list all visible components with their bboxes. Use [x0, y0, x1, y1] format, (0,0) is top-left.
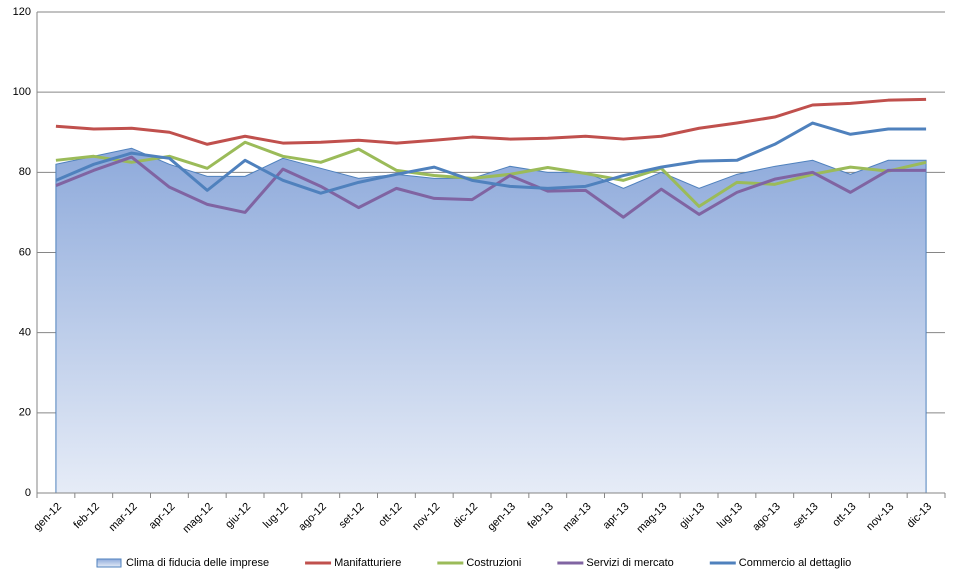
y-tick-label: 80 — [19, 166, 31, 178]
legend-label: Commercio al dettaglio — [739, 557, 852, 569]
x-tick-label: ago-12 — [296, 501, 329, 534]
line — [55, 121, 927, 195]
x-tick-label: ott-12 — [376, 501, 404, 529]
x-tick-label: feb-13 — [525, 501, 556, 532]
legend-label: Clima di fiducia delle imprese — [126, 557, 269, 569]
x-tick-label: mag-13 — [635, 501, 670, 536]
legend-label: Costruzioni — [466, 557, 521, 569]
x-tick-label: giu-13 — [677, 501, 707, 531]
x-tick-label: ago-13 — [750, 501, 783, 534]
line — [55, 155, 927, 219]
x-tick-label: apr-12 — [147, 501, 178, 532]
x-tick-label: dic-12 — [451, 501, 481, 531]
x-tick-label: mar-13 — [561, 501, 594, 534]
x-tick-label: gen-12 — [31, 501, 64, 534]
y-tick-label: 0 — [25, 487, 31, 499]
x-tick-label: mag-12 — [181, 501, 216, 536]
x-tick-label: lug-13 — [715, 501, 745, 531]
x-tick-label: feb-12 — [71, 501, 102, 532]
x-tick-label: nov-12 — [410, 501, 442, 533]
x-tick-label: dic-13 — [905, 501, 935, 531]
line — [55, 140, 927, 208]
legend-label: Servizi di mercato — [586, 557, 673, 569]
x-tick-label: nov-13 — [864, 501, 896, 533]
x-tick-label: set-13 — [791, 501, 821, 531]
area — [55, 147, 927, 494]
y-tick-label: 60 — [19, 246, 31, 258]
x-tick-label: apr-13 — [601, 501, 632, 532]
y-tick-label: 40 — [19, 327, 31, 339]
x-tick-label: ott-13 — [830, 501, 858, 529]
y-tick-label: 20 — [19, 407, 31, 419]
x-tick-label: lug-12 — [261, 501, 291, 531]
x-tick-label: set-12 — [337, 501, 367, 531]
x-tick-label: mar-12 — [107, 501, 140, 534]
y-tick-label: 100 — [13, 86, 31, 98]
legend-label: Manifatturiere — [334, 557, 401, 569]
y-tick-label: 120 — [13, 6, 31, 18]
x-tick-label: giu-12 — [223, 501, 253, 531]
x-tick-label: gen-13 — [485, 501, 518, 534]
legend-swatch — [96, 558, 122, 568]
line — [55, 97, 927, 146]
